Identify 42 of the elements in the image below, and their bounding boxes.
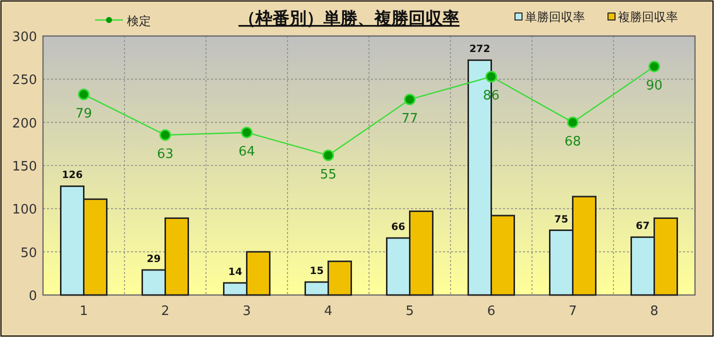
data-label: 75 <box>554 214 568 226</box>
x-tick-label: 7 <box>568 304 577 319</box>
chart-title: （枠番別）単勝、複勝回収率 <box>238 9 460 29</box>
data-label: 67 <box>636 221 650 232</box>
point <box>160 129 171 141</box>
legend-label: 単勝回収率 <box>525 10 585 24</box>
y-tick-label: 150 <box>12 160 37 174</box>
data-label: 64 <box>238 144 256 160</box>
data-label: 29 <box>146 254 161 265</box>
point <box>322 150 334 162</box>
data-label: 68 <box>564 134 582 150</box>
data-label: 272 <box>469 44 490 56</box>
point <box>567 116 578 128</box>
legend-label: 検定 <box>127 14 151 28</box>
point <box>241 126 252 138</box>
y-tick-label: 100 <box>12 202 37 218</box>
point <box>404 94 416 106</box>
data-label: 66 <box>391 222 406 234</box>
x-tick-label: 5 <box>406 304 414 319</box>
data-label: 126 <box>62 170 83 182</box>
x-tick-label: 6 <box>487 304 496 319</box>
x-tick-label: 1 <box>80 304 88 319</box>
point <box>486 70 497 82</box>
data-label: 14 <box>228 266 242 278</box>
data-label: 63 <box>156 147 174 162</box>
x-tick-label: 2 <box>161 304 170 319</box>
x-tick-label: 4 <box>324 304 332 319</box>
point <box>78 88 90 100</box>
point <box>648 60 660 72</box>
y-tick-label: 0 <box>28 289 37 304</box>
y-tick-label: 200 <box>12 116 37 132</box>
x-tick-label: 8 <box>650 304 658 319</box>
legend-label: 複勝回収率 <box>618 10 678 24</box>
data-label: 55 <box>320 167 337 182</box>
data-label: 90 <box>646 78 663 94</box>
y-tick-label: 250 <box>12 73 37 88</box>
data-label: 77 <box>401 111 418 126</box>
data-label: 79 <box>75 106 92 122</box>
data-label: 15 <box>310 266 324 278</box>
y-tick-label: 50 <box>20 246 37 261</box>
y-tick-label: 300 <box>12 30 37 45</box>
x-tick-label: 3 <box>242 304 251 319</box>
